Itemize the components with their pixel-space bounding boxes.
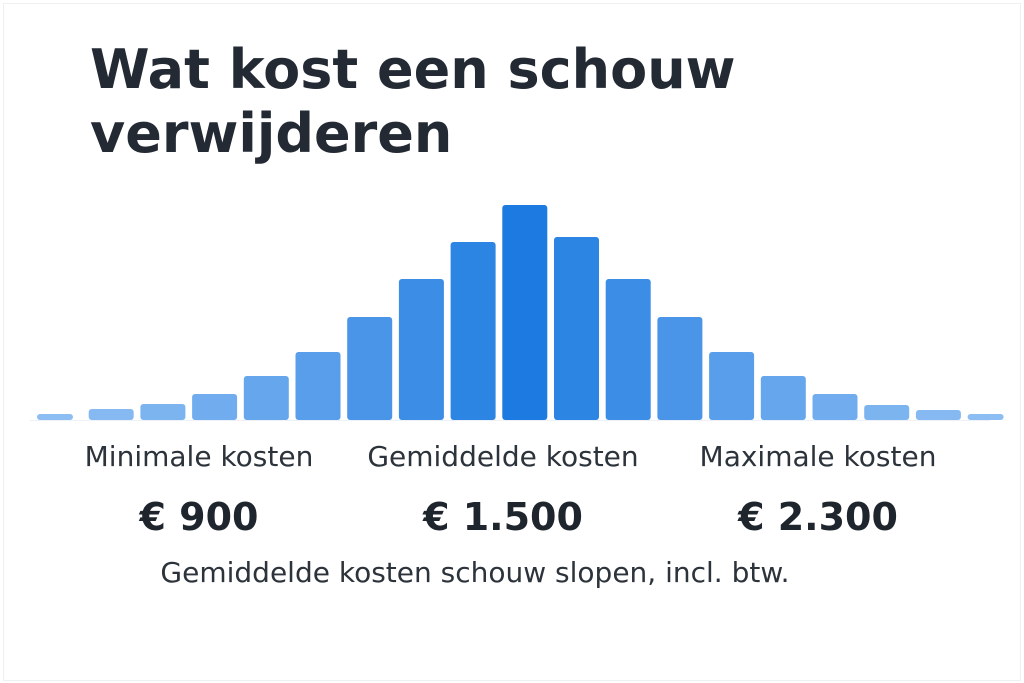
card-frame bbox=[3, 3, 1021, 681]
stat-average: Gemiddelde kosten € 1.500 bbox=[353, 440, 653, 539]
cost-distribution-chart bbox=[30, 205, 1004, 421]
distribution-bar bbox=[502, 205, 548, 420]
distribution-bar bbox=[450, 242, 496, 420]
distribution-bar bbox=[243, 376, 289, 420]
distribution-bar bbox=[760, 376, 806, 420]
distribution-bar bbox=[37, 414, 73, 420]
stat-maximum: Maximale kosten € 2.300 bbox=[668, 440, 968, 539]
stat-minimum: Minimale kosten € 900 bbox=[49, 440, 349, 539]
distribution-bar bbox=[295, 352, 341, 420]
distribution-bar bbox=[864, 405, 910, 420]
page-title: Wat kost een schouw verwijderen bbox=[90, 38, 736, 165]
distribution-bar bbox=[605, 279, 651, 420]
stat-label: Maximale kosten bbox=[699, 440, 937, 473]
distribution-bar bbox=[192, 394, 238, 420]
distribution-bar bbox=[812, 394, 858, 420]
stat-value: € 2.300 bbox=[738, 495, 898, 539]
stat-label: Minimale kosten bbox=[84, 440, 314, 473]
distribution-bar bbox=[554, 237, 599, 420]
distribution-bar bbox=[398, 279, 444, 420]
stat-value: € 1.500 bbox=[423, 495, 583, 539]
distribution-bar bbox=[657, 317, 703, 420]
stat-label: Gemiddelde kosten bbox=[367, 440, 639, 473]
distribution-bar bbox=[967, 414, 1004, 420]
stat-value: € 900 bbox=[139, 495, 259, 539]
distribution-bar bbox=[915, 410, 961, 420]
chart-caption: Gemiddelde kosten schouw slopen, incl. b… bbox=[160, 556, 790, 589]
distribution-bar bbox=[347, 317, 393, 420]
distribution-bar bbox=[88, 409, 134, 420]
distribution-bar bbox=[709, 352, 755, 420]
distribution-bar bbox=[140, 404, 186, 420]
